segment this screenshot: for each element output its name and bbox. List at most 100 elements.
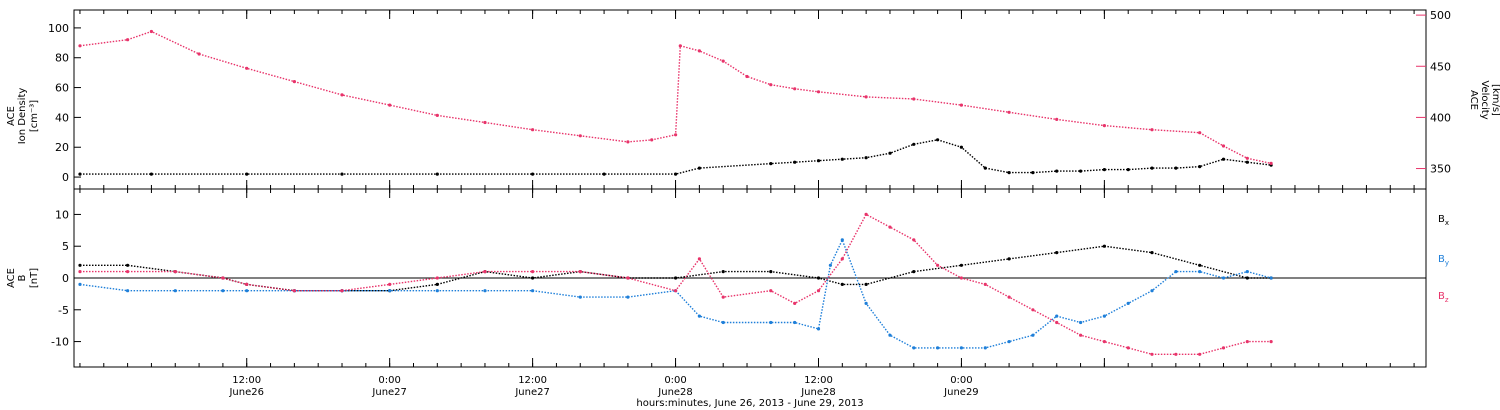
data-point xyxy=(221,276,225,280)
data-point xyxy=(769,320,773,325)
top-ylabel-line1: ACE xyxy=(6,106,17,126)
data-point xyxy=(1007,171,1011,175)
data-point xyxy=(1031,308,1035,312)
data-point xyxy=(435,289,439,293)
data-point xyxy=(1055,169,1059,173)
data-point xyxy=(1198,263,1202,267)
top-left-axis: 0 20 40 60 80 100 xyxy=(48,22,81,184)
data-point xyxy=(840,238,844,242)
data-point xyxy=(531,270,535,274)
data-point xyxy=(912,142,916,146)
data-point xyxy=(769,162,773,166)
bottom-ytick-label: -5 xyxy=(58,304,69,317)
data-point xyxy=(769,289,773,293)
data-point xyxy=(1079,169,1083,173)
data-point xyxy=(936,138,940,142)
data-point xyxy=(959,145,964,149)
data-point xyxy=(173,270,177,274)
data-point xyxy=(1126,301,1130,305)
data-point xyxy=(1221,144,1226,148)
data-point xyxy=(697,49,702,53)
data-point xyxy=(626,276,630,280)
data-point xyxy=(1031,333,1035,337)
data-point xyxy=(1198,131,1202,135)
data-point xyxy=(1150,251,1154,255)
data-point xyxy=(1102,244,1106,248)
data-point xyxy=(697,166,702,170)
series-bz xyxy=(78,212,1273,356)
legend: Bx By Bz xyxy=(1438,214,1449,304)
data-point xyxy=(864,95,868,99)
data-point xyxy=(816,276,821,280)
data-point xyxy=(936,346,940,350)
top-y2tick-label: 350 xyxy=(1430,163,1451,176)
data-point xyxy=(78,44,82,48)
data-point xyxy=(126,38,130,42)
data-point xyxy=(912,238,916,242)
data-point xyxy=(149,29,153,34)
data-point xyxy=(840,157,844,161)
data-point xyxy=(1126,346,1130,350)
data-point xyxy=(816,289,821,293)
data-point xyxy=(936,263,940,267)
data-point xyxy=(1221,346,1226,350)
data-point xyxy=(1150,352,1154,356)
data-point xyxy=(578,134,582,138)
series-line xyxy=(80,213,1272,355)
xtick-date-label: June26 xyxy=(228,387,264,398)
xtick-time-label: 0:00 xyxy=(664,375,686,386)
series-by xyxy=(78,238,1273,350)
top-series-layer xyxy=(78,29,1273,176)
data-point xyxy=(626,295,630,299)
data-point xyxy=(1221,157,1226,161)
data-point xyxy=(674,276,678,280)
series-line xyxy=(80,139,1272,175)
legend-by: By xyxy=(1438,254,1449,267)
top-panel: 0 20 40 60 80 100 350 400 450 500 ACE Ion Densit… xyxy=(6,9,1500,190)
data-point xyxy=(340,172,344,176)
xtick-time-label: 12:00 xyxy=(232,375,261,386)
data-point xyxy=(340,289,344,293)
bottom-ytick-label: 5 xyxy=(62,240,69,253)
data-point xyxy=(1007,295,1011,299)
data-point xyxy=(1007,257,1011,261)
xtick-date-label: June28 xyxy=(800,387,836,398)
data-point xyxy=(483,270,487,274)
data-point xyxy=(435,276,439,280)
data-point xyxy=(1150,289,1154,293)
data-point xyxy=(864,212,868,216)
data-point xyxy=(1150,128,1154,132)
data-point xyxy=(578,295,582,299)
data-point xyxy=(745,74,749,79)
series-line xyxy=(79,238,1272,349)
data-point xyxy=(912,346,916,350)
data-point xyxy=(1055,117,1059,121)
data-point xyxy=(1245,156,1249,160)
data-point xyxy=(1079,320,1083,325)
series-line xyxy=(79,30,1272,165)
data-point xyxy=(78,282,82,286)
data-point xyxy=(483,120,487,125)
data-point xyxy=(721,320,725,325)
xtick-date-label: June29 xyxy=(943,387,979,398)
series-velocity xyxy=(78,29,1273,165)
data-point xyxy=(1055,314,1059,318)
top-right-axis: 350 400 450 500 xyxy=(1416,9,1451,176)
xtick-time-label: 12:00 xyxy=(804,375,833,386)
top-ytick-label: 60 xyxy=(55,82,69,95)
data-point xyxy=(912,270,916,274)
data-point xyxy=(793,301,797,305)
data-point xyxy=(1174,166,1178,170)
bottom-ylabel-line2: B xyxy=(17,274,28,281)
data-point xyxy=(1245,270,1249,274)
data-point xyxy=(697,314,702,318)
top-y2label-line1: ACE xyxy=(1468,90,1479,110)
data-point xyxy=(1007,110,1011,114)
data-point xyxy=(1245,276,1249,280)
data-point xyxy=(245,66,249,70)
data-point xyxy=(1269,340,1273,344)
data-point xyxy=(602,172,606,176)
top-ytick-label: 20 xyxy=(55,141,69,154)
data-point xyxy=(1055,320,1059,325)
